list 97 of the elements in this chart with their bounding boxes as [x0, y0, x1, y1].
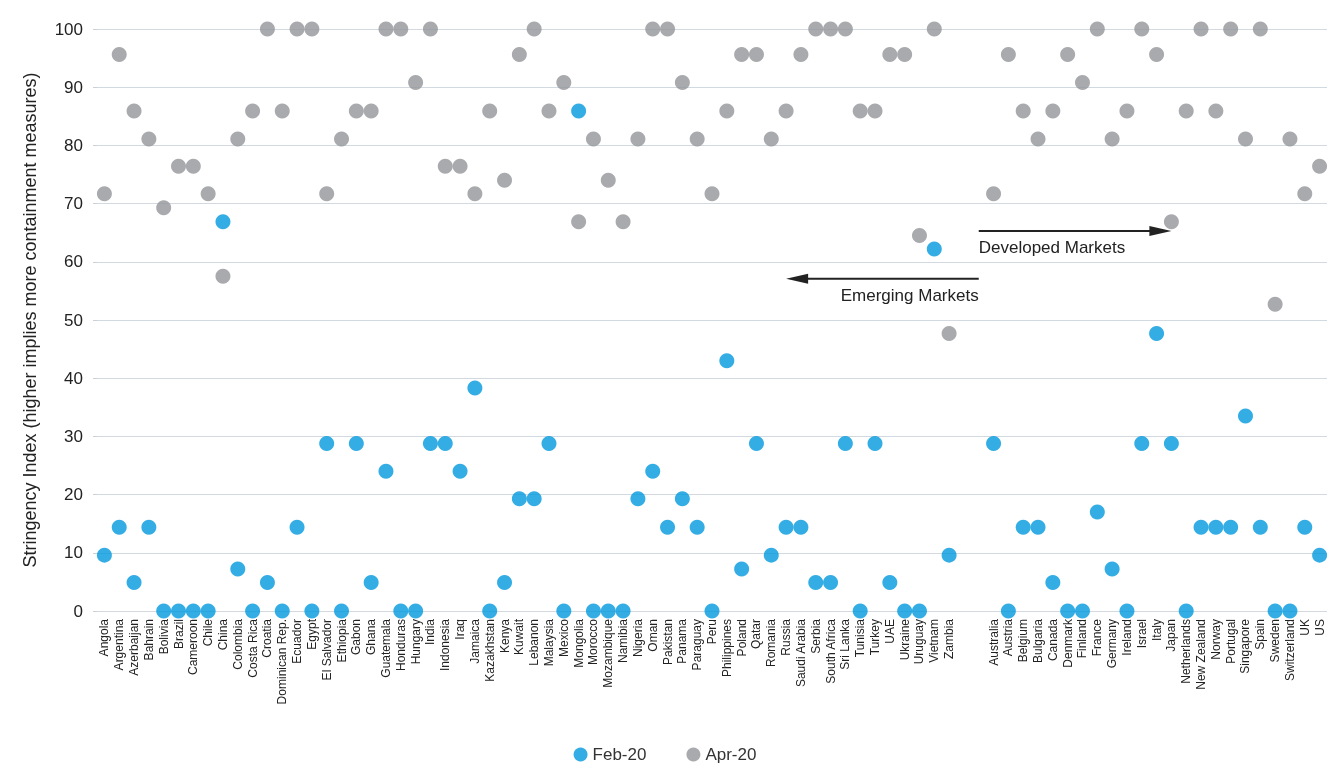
- x-tick-label: UK: [1297, 619, 1312, 636]
- y-tick-label: 100: [54, 19, 83, 39]
- x-tick-label: Colombia: [230, 618, 245, 670]
- x-tick-label: Ghana: [364, 618, 379, 656]
- x-tick-label: Croatia: [260, 618, 275, 658]
- x-tick-label: Guatemala: [378, 618, 393, 678]
- x-tick-label: Brazil: [171, 619, 186, 650]
- x-tick-label: Bahrain: [141, 619, 156, 661]
- y-tick-label: 50: [64, 310, 83, 330]
- x-tick-label: Mozambique: [601, 618, 616, 688]
- x-tick-label: US: [1312, 619, 1327, 636]
- x-tick-label: Singapore: [1238, 618, 1253, 674]
- x-tick-label: Denmark: [1060, 618, 1075, 668]
- x-tick-label: Bolivia: [156, 618, 171, 655]
- x-tick-label: Gabon: [349, 619, 364, 656]
- x-tick-label: Netherlands: [1179, 619, 1194, 684]
- x-tick-label: Spain: [1253, 619, 1268, 650]
- y-axis-title: Stringency Index (higher implies more containment measures): [20, 72, 40, 568]
- x-tick-label: Germany: [1105, 619, 1120, 669]
- x-tick-label: Peru: [705, 619, 719, 645]
- x-tick-label: France: [1090, 618, 1105, 657]
- x-tick-label: UAE: [882, 619, 897, 644]
- x-tick-label: South Africa: [823, 618, 838, 684]
- x-tick-label: Azerbaijan: [127, 619, 142, 676]
- x-tick-label: Italy: [1149, 619, 1164, 642]
- x-tick-label: Panama: [675, 618, 690, 664]
- y-tick-label: 40: [64, 368, 83, 388]
- annotation: Developed Markets: [978, 237, 1126, 258]
- x-tick-label: Serbia: [808, 618, 823, 654]
- x-tick-label: Chile: [201, 618, 216, 647]
- x-tick-label: Australia: [986, 618, 1001, 666]
- x-tick-label: Kenya: [497, 618, 512, 654]
- x-tick-label: Ecuador: [290, 619, 305, 664]
- x-tick-label: Canada: [1045, 618, 1060, 662]
- x-tick-label: Ukraine: [897, 618, 912, 661]
- x-tick-label: Austria: [1001, 618, 1016, 657]
- x-tick-label: Jamaica: [467, 618, 482, 664]
- x-tick-label: Iraq: [453, 619, 468, 640]
- x-tick-label: Honduras: [393, 619, 408, 672]
- x-tick-label: Zambia: [942, 618, 957, 660]
- x-tick-label: Norway: [1208, 619, 1223, 660]
- x-tick-label: Dominican Rep.: [275, 619, 290, 705]
- x-tick-label: Uruguay: [912, 619, 927, 665]
- y-tick-label: 80: [64, 135, 83, 155]
- legend-label: Feb-20: [592, 745, 647, 764]
- x-tick-label: Japan: [1164, 619, 1179, 652]
- x-tick-label: Russia: [779, 618, 794, 656]
- x-tick-label: Belgium: [1016, 619, 1031, 663]
- x-tick-label: Israel: [1134, 619, 1149, 649]
- x-tick-label: Sri Lanka: [838, 618, 853, 670]
- x-tick-label: Morocco: [586, 618, 601, 666]
- annotation: Emerging Markets: [840, 285, 979, 306]
- x-tick-label: New Zealand: [1194, 619, 1209, 690]
- x-tick-label: Kazakhstan: [482, 619, 497, 682]
- x-tick-label: Portugal: [1223, 619, 1238, 664]
- x-tick-label: Sweden: [1268, 619, 1283, 663]
- x-tick-label: Finland: [1075, 619, 1090, 659]
- x-tick-label: Lebanon: [527, 619, 542, 666]
- x-tick-label: Mongolia: [571, 618, 586, 668]
- x-tick-label: Namibia: [616, 618, 631, 664]
- x-tick-label: Pakistan: [660, 619, 675, 666]
- x-tick-label: Argentina: [112, 618, 127, 671]
- x-tick-label: Mexico: [556, 618, 571, 658]
- x-tick-label: Romania: [764, 618, 779, 668]
- x-tick-label: Costa Rica: [245, 618, 260, 678]
- y-tick-label: 10: [64, 543, 83, 563]
- x-tick-label: Saudi Arabia: [793, 618, 808, 688]
- x-tick-label: Kuwait: [512, 618, 527, 656]
- x-tick-label: Switzerland: [1282, 619, 1297, 682]
- x-tick-label: Nigeria: [630, 618, 645, 658]
- y-tick-label: 90: [64, 77, 83, 97]
- y-tick-label: 30: [64, 426, 83, 446]
- y-tick-label: 60: [64, 252, 83, 272]
- x-tick-label: Ethiopia: [334, 618, 349, 663]
- x-tick-label: Hungary: [408, 619, 423, 665]
- y-tick-label: 0: [73, 601, 83, 621]
- x-tick-label: Ireland: [1119, 619, 1134, 656]
- x-tick-label: Poland: [734, 619, 749, 657]
- x-tick-label: Angola: [97, 618, 112, 657]
- legend-label: Apr-20: [705, 745, 757, 764]
- x-tick-label: El Salvador: [319, 619, 334, 681]
- x-tick-label: Bulgaria: [1031, 618, 1046, 664]
- y-tick-label: 20: [64, 485, 83, 505]
- y-tick-label: 70: [64, 194, 83, 214]
- x-tick-label: Qatar: [749, 619, 764, 650]
- x-tick-label: Tunisia: [853, 618, 868, 658]
- x-tick-label: Philippines: [719, 619, 734, 678]
- x-tick-label: China: [215, 618, 230, 651]
- x-tick-label: Oman: [645, 619, 660, 652]
- x-tick-label: Malaysia: [541, 618, 556, 667]
- x-tick-label: Cameroon: [186, 619, 201, 676]
- x-tick-label: India: [423, 618, 438, 646]
- x-tick-label: Turkey: [868, 619, 883, 656]
- x-tick-label: Vietnam: [927, 619, 942, 663]
- x-tick-label: Egypt: [304, 618, 319, 650]
- x-tick-label: Paraguay: [690, 619, 705, 671]
- x-tick-label: Indonesia: [438, 618, 453, 672]
